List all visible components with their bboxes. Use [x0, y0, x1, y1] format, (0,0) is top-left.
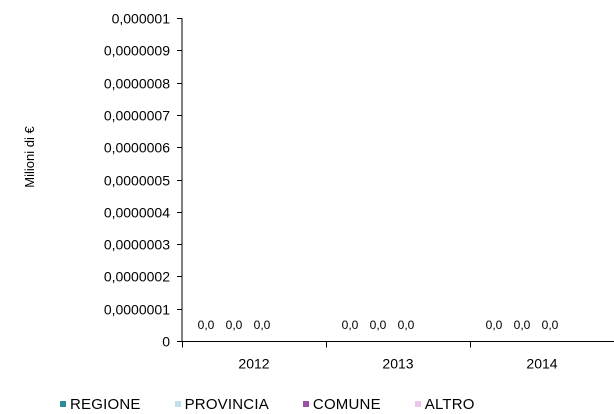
legend-label: COMUNE [312, 395, 381, 413]
data-label: 0,0 [226, 318, 243, 332]
legend-label: REGIONE [70, 395, 141, 413]
x-tick-label: 2013 [382, 356, 413, 372]
y-axis: 0 0,0000001 0,0000002 0,0000003 0,0000004 0,0… [104, 11, 183, 350]
y-tick-label: 0,0000008 [104, 76, 170, 92]
y-tick-label: 0,0000003 [104, 237, 170, 253]
data-label: 0,0 [254, 318, 271, 332]
y-tick-label: 0,0000005 [104, 173, 170, 189]
legend-swatch [60, 401, 66, 407]
data-label: 0,0 [198, 318, 215, 332]
legend-item-regione: REGIONE [60, 396, 141, 413]
x-axis: 2012 2013 2014 [182, 341, 614, 372]
legend-item-provincia: PROVINCIA [174, 395, 269, 413]
data-label: 0,0 [342, 318, 359, 332]
chart: 0 0,0000001 0,0000002 0,0000003 0,0000004 0,0… [22, 11, 614, 372]
legend: REGIONE PROVINCIA COMUNE ALTRO [60, 394, 600, 414]
y-tick-label: 0,000001 [112, 11, 171, 27]
y-tick-label: 0 [162, 334, 170, 350]
y-tick-label: 0,0000002 [104, 269, 170, 285]
x-tick-label: 2014 [526, 356, 557, 372]
y-tick-label: 0,0000004 [104, 205, 170, 221]
data-label: 0,0 [370, 318, 387, 332]
legend-label: PROVINCIA [184, 395, 269, 413]
y-tick-label: 0,0000006 [104, 140, 170, 156]
legend-item-altro: ALTRO [414, 395, 475, 413]
x-tick-label: 2012 [238, 356, 269, 372]
data-label: 0,0 [486, 318, 503, 332]
legend-label: ALTRO [424, 395, 475, 413]
y-axis-title: Milioni di € [22, 126, 37, 188]
legend-swatch [174, 401, 181, 407]
legend-swatch [302, 401, 309, 407]
y-tick-label: 0,0000009 [104, 43, 170, 59]
data-label: 0,0 [542, 318, 559, 332]
data-labels: 0,0 0,0 0,0 0,0 0,0 0,0 0,0 0,0 0,0 [198, 318, 559, 332]
data-label: 0,0 [514, 318, 531, 332]
y-tick-label: 0,0000007 [104, 108, 170, 124]
legend-item-comune: COMUNE [302, 395, 381, 413]
y-tick-label: 0,0000001 [104, 302, 170, 318]
legend-swatch [414, 401, 421, 407]
data-label: 0,0 [398, 318, 415, 332]
